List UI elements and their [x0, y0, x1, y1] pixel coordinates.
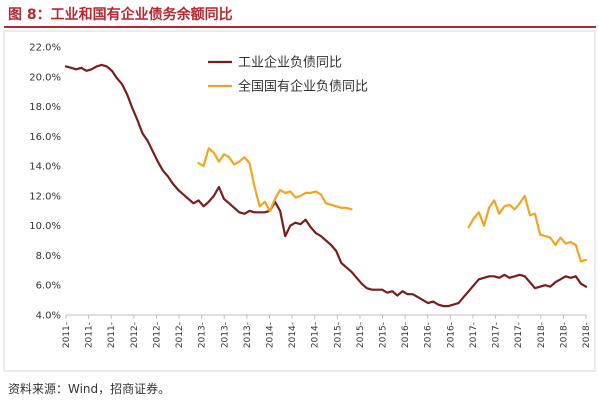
source-note: 资料来源：Wind，招商证券。	[8, 381, 170, 396]
x-tick-label: 2016-	[446, 322, 456, 348]
x-tick-label: 2014-	[265, 322, 275, 348]
series-line-soe-debt	[197, 147, 588, 263]
x-axis: 2011- 2011- 2011- 2012- 2012- 2012- 2013- 2013-…	[62, 314, 592, 348]
legend-label: 全国国有企业负债同比	[238, 79, 368, 95]
chart-frame	[3, 30, 596, 372]
y-axis: 22.0% 20.0% 18.0% 16.0% 14.0% 12.0% 10.0% 8.0% 6…	[29, 43, 61, 322]
y-tick-label: 8.0%	[36, 251, 61, 262]
legend-label: 工业企业负债同比	[238, 55, 342, 71]
x-tick-label: 2014-	[311, 322, 321, 348]
y-tick-label: 4.0%	[36, 311, 61, 322]
x-tick-label: 2015-	[356, 322, 366, 348]
x-tick-label: 2017-	[492, 322, 502, 348]
y-tick-label: 6.0%	[36, 281, 61, 292]
series-line-industrial-debt	[64, 63, 588, 308]
y-tick-label: 22.0%	[29, 43, 61, 54]
plot-area	[64, 63, 588, 308]
x-tick-label: 2013-	[243, 322, 253, 348]
x-tick-label: 2012-	[175, 322, 185, 348]
x-tick-label: 2011-	[107, 322, 117, 348]
x-tick-label: 2013-	[198, 322, 208, 348]
x-tick-label: 2012-	[152, 322, 162, 348]
x-tick-label: 2018-	[582, 322, 592, 348]
x-tick-label: 2014-	[288, 322, 298, 348]
y-tick-label: 16.0%	[29, 132, 61, 143]
x-tick-label: 2016-	[424, 322, 434, 348]
y-tick-label: 10.0%	[29, 221, 61, 232]
y-tick-label: 14.0%	[29, 162, 61, 173]
y-tick-label: 18.0%	[29, 102, 61, 113]
x-tick-label: 2011-	[62, 322, 72, 348]
y-tick-label: 12.0%	[29, 191, 61, 202]
x-tick-label: 2011-	[85, 322, 95, 348]
x-tick-label: 2015-	[379, 322, 389, 348]
x-tick-label: 2015-	[333, 322, 343, 348]
chart-title: 图 8：工业和国有企业债务余额同比	[8, 6, 233, 23]
x-tick-label: 2017-	[514, 322, 524, 348]
x-tick-label: 2013-	[220, 322, 230, 348]
x-tick-label: 2017-	[469, 322, 479, 348]
x-tick-label: 2018-	[559, 322, 569, 348]
x-tick-label: 2018-	[537, 322, 547, 348]
x-tick-label: 2016-	[401, 322, 411, 348]
y-tick-label: 20.0%	[29, 72, 61, 83]
x-tick-label: 2012-	[130, 322, 140, 348]
